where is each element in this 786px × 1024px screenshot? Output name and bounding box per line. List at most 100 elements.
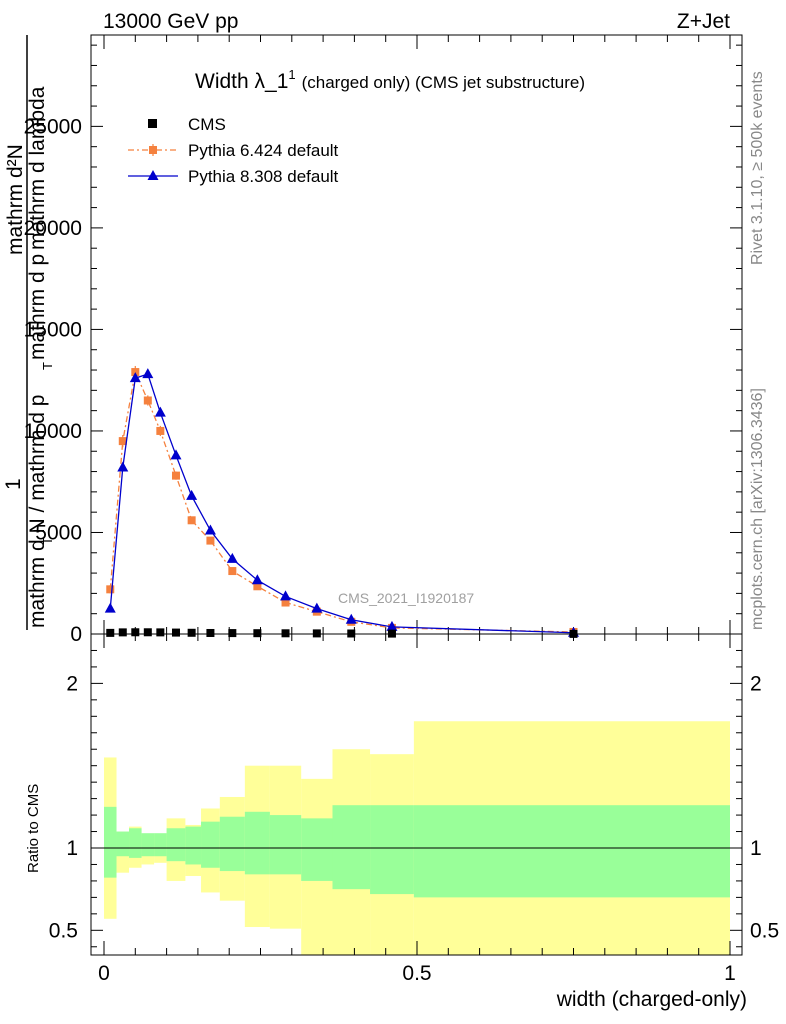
pythia8-point bbox=[311, 602, 323, 613]
inner-band-bin bbox=[166, 828, 186, 862]
pythia8-point bbox=[142, 368, 154, 379]
plot-title: Width λ_11 (charged only) (CMS jet substr… bbox=[195, 67, 585, 93]
y-label-top: mathrm d²N bbox=[4, 144, 27, 255]
legend: CMS Pythia 6.424 default Pythia 8.308 de… bbox=[128, 115, 339, 186]
inner-band-bin bbox=[201, 821, 220, 868]
ratio-y-tick-label: 0.5 bbox=[49, 919, 78, 942]
legend-pythia6: Pythia 6.424 default bbox=[128, 141, 339, 160]
main-y-tick-label: 20000 bbox=[24, 217, 82, 240]
main-y-tick-label: 0 bbox=[70, 623, 82, 646]
ratio-x-ticks: 0 0.5 1 bbox=[98, 634, 736, 985]
main-y-tick-label: 25000 bbox=[24, 115, 82, 138]
pythia8-point bbox=[129, 372, 141, 383]
pythia6-point bbox=[171, 471, 180, 480]
cms-point bbox=[253, 629, 262, 638]
pythia8-point bbox=[204, 524, 216, 535]
cms-point bbox=[156, 628, 165, 637]
main-plot: 0 5000 10000 15000 20000 25000 Width λ_11 (cha… bbox=[24, 34, 743, 646]
ratio-bands bbox=[104, 721, 730, 955]
inner-band-bin bbox=[370, 805, 414, 895]
main-y-ticks: 0 5000 10000 15000 20000 25000 bbox=[24, 44, 742, 646]
pythia8-point bbox=[104, 602, 116, 613]
main-y-tick-label: 10000 bbox=[24, 420, 82, 443]
pythia8-point bbox=[386, 620, 398, 631]
pythia6-point bbox=[106, 585, 115, 594]
x-tick-label: 0.5 bbox=[402, 962, 431, 985]
pythia8-point bbox=[117, 461, 129, 472]
main-x-ticks bbox=[103, 35, 731, 634]
inner-band-bin bbox=[141, 833, 155, 857]
header-left: 13000 GeV pp bbox=[103, 10, 238, 33]
inner-band-bin bbox=[104, 806, 117, 878]
legend-cms-marker bbox=[148, 119, 157, 128]
pythia6-point bbox=[253, 582, 262, 591]
cms-point bbox=[228, 629, 237, 638]
pythia8-point bbox=[226, 552, 238, 563]
x-tick-label: 1 bbox=[724, 962, 736, 985]
ratio-y-tick-label: 1 bbox=[66, 837, 78, 860]
pythia6-point bbox=[143, 396, 152, 405]
inner-band-bin bbox=[301, 818, 333, 881]
inner-band-bin bbox=[185, 826, 202, 865]
cms-point bbox=[281, 629, 290, 638]
legend-cms-label: CMS bbox=[188, 115, 226, 134]
cms-point bbox=[312, 629, 321, 638]
y-label-T1: T bbox=[40, 362, 55, 370]
x-tick-label: 0 bbox=[98, 962, 110, 985]
cms-point bbox=[171, 628, 180, 637]
cms-point bbox=[187, 628, 196, 637]
pythia6-point bbox=[118, 437, 127, 446]
x-axis-label: width (charged-only) bbox=[556, 988, 747, 1011]
pythia8-point bbox=[345, 613, 357, 624]
pythia6-point bbox=[187, 516, 196, 525]
ratio-y-ticks: 0.5 0.5 1 1 2 2 bbox=[49, 649, 779, 948]
cms-point bbox=[118, 628, 127, 637]
main-y-tick-label: 5000 bbox=[35, 521, 82, 544]
inner-band-bin bbox=[129, 828, 142, 858]
series-cms bbox=[106, 628, 578, 638]
pythia6-point bbox=[156, 426, 165, 435]
pythia6-point bbox=[228, 567, 237, 576]
cms-point bbox=[143, 628, 152, 637]
pythia8-point bbox=[251, 574, 263, 585]
analysis-watermark: CMS_2021_I1920187 bbox=[338, 590, 474, 606]
pythia6-point bbox=[206, 536, 215, 545]
inner-band-bin bbox=[332, 805, 371, 890]
cms-point bbox=[106, 628, 115, 637]
ratio-y-label: Ratio to CMS bbox=[25, 784, 42, 873]
y-label-denom-line2: mathrm d p bbox=[26, 254, 49, 360]
inner-band-bin bbox=[116, 831, 130, 857]
inner-band-bin bbox=[413, 805, 730, 898]
side-mcplots: mcplots.cern.ch [arXiv:1306.3436] bbox=[749, 388, 766, 630]
ratio-y-tick-label: 2 bbox=[66, 672, 78, 695]
side-rivet: Rivet 3.1.10, ≥ 500k events bbox=[749, 71, 766, 265]
pythia8-point bbox=[186, 489, 198, 500]
ratio-y-tick-label-right: 0.5 bbox=[750, 919, 779, 942]
y-label-one: 1 bbox=[2, 478, 25, 490]
pythia8-point bbox=[170, 449, 182, 460]
header-right: Z+Jet bbox=[677, 10, 730, 33]
pythia6-point bbox=[281, 598, 290, 607]
pythia8-point bbox=[154, 406, 166, 417]
upper-y-label: 1 mathrm d²N mathrm d N / mathrm d p mat… bbox=[2, 35, 55, 630]
legend-pythia6-label: Pythia 6.424 default bbox=[188, 141, 339, 160]
legend-cms: CMS bbox=[148, 115, 226, 134]
pythia8-point bbox=[280, 590, 292, 601]
cms-point bbox=[131, 628, 140, 637]
y-label-denom-line1: mathrm d N / mathrm d p bbox=[26, 395, 49, 628]
inner-band-bin bbox=[219, 816, 245, 872]
y-label-T2: T bbox=[40, 537, 55, 545]
cms-point bbox=[206, 628, 215, 637]
legend-pythia6-marker bbox=[149, 146, 157, 154]
pythia6-point bbox=[131, 368, 140, 377]
ratio-y-tick-label-right: 2 bbox=[750, 672, 762, 695]
inner-band-bin bbox=[154, 833, 167, 857]
main-y-tick-label: 15000 bbox=[24, 318, 82, 341]
legend-pythia8-label: Pythia 8.308 default bbox=[188, 167, 339, 186]
ratio-y-tick-label-right: 1 bbox=[750, 837, 762, 860]
inner-band-bin bbox=[269, 815, 302, 875]
inner-band-bin bbox=[244, 811, 270, 875]
cms-point bbox=[347, 629, 356, 638]
legend-pythia8-marker bbox=[147, 170, 159, 180]
